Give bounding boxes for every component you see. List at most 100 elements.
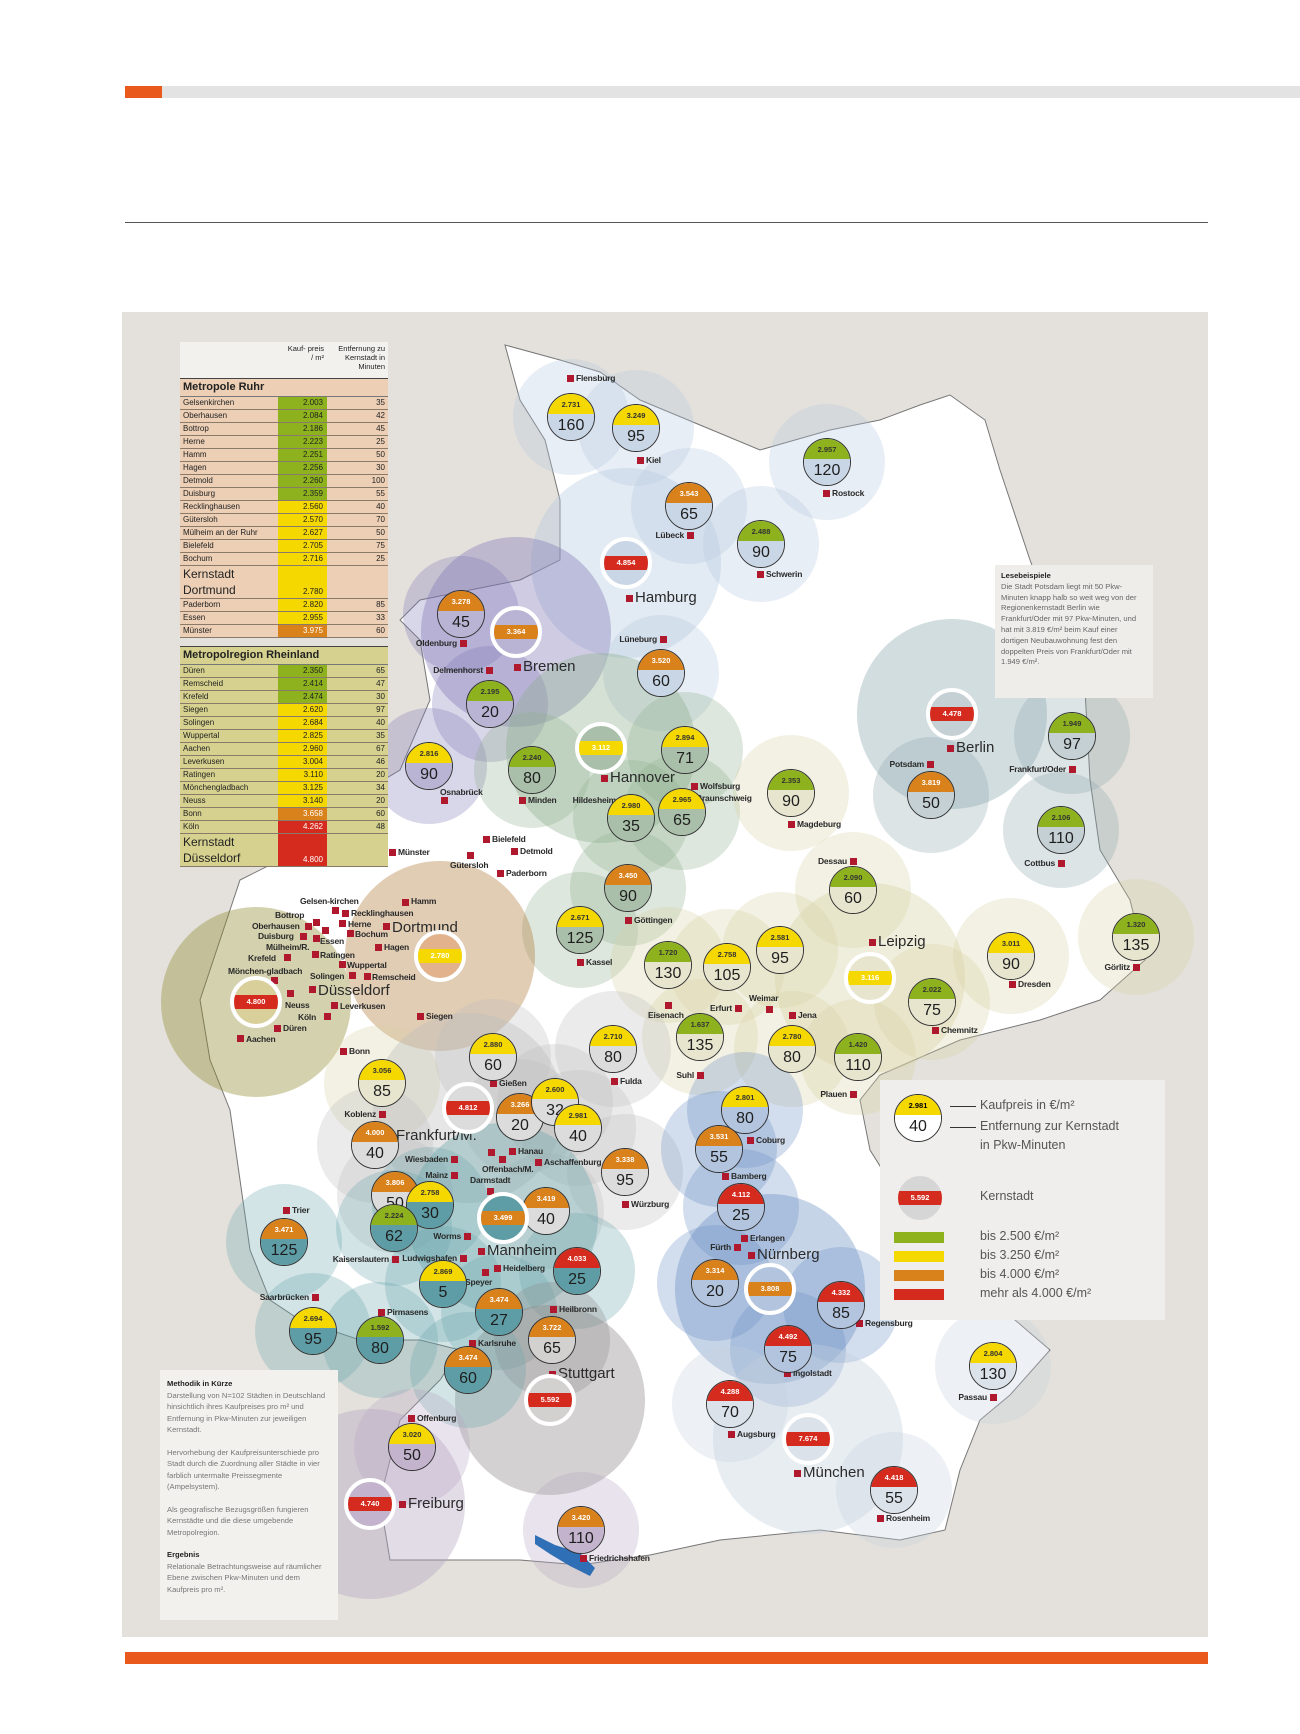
city-marker-icon — [665, 1002, 672, 1009]
core-city-bubble[interactable]: 4.854 — [600, 537, 652, 589]
city-bubble[interactable]: 2.816 90 — [405, 742, 453, 790]
bubble-minutes: 75 — [909, 999, 955, 1025]
city-bubble[interactable]: 1.592 80 — [356, 1316, 404, 1364]
city-label: Plauen — [820, 1089, 847, 1099]
table-row: Hamm 2.251 50 — [180, 449, 388, 462]
city-bubble[interactable]: 1.949 97 — [1048, 712, 1096, 760]
bubble-price: 2.880 — [470, 1034, 516, 1055]
city-bubble[interactable]: 3.520 60 — [637, 649, 685, 697]
city-bubble[interactable]: 4.288 70 — [706, 1380, 754, 1428]
city-bubble[interactable]: 2.780 80 — [768, 1025, 816, 1073]
city-bubble[interactable]: 2.224 62 — [370, 1204, 418, 1252]
bubble-minutes: 62 — [371, 1225, 417, 1251]
city-bubble[interactable]: 2.240 80 — [508, 746, 556, 794]
core-price: 7.674 — [786, 1431, 830, 1447]
city-marker-icon — [486, 667, 493, 674]
city-bubble[interactable]: 2.804 130 — [969, 1342, 1017, 1390]
row-price: 2.825 — [278, 730, 327, 742]
core-city-bubble[interactable]: 3.116 — [844, 952, 896, 1004]
city-bubble[interactable]: 3.531 55 — [695, 1125, 743, 1173]
city-bubble[interactable]: 2.022 75 — [908, 978, 956, 1026]
core-city-bubble[interactable]: 2.780 — [414, 930, 466, 982]
legend-price-label: Kaufpreis in €/m² — [980, 1098, 1075, 1112]
core-city-bubble[interactable]: 4.812 — [442, 1082, 494, 1134]
city-bubble[interactable]: 2.581 95 — [756, 926, 804, 974]
city-bubble[interactable]: 2.801 80 — [721, 1086, 769, 1134]
city-bubble[interactable]: 3.543 65 — [665, 482, 713, 530]
city-bubble[interactable]: 3.011 90 — [987, 932, 1035, 980]
city-bubble[interactable]: 1.720 130 — [644, 941, 692, 989]
city-bubble[interactable]: 3.056 85 — [358, 1059, 406, 1107]
city-bubble[interactable]: 3.314 20 — [691, 1259, 739, 1307]
city-bubble[interactable]: 3.474 27 — [475, 1288, 523, 1336]
city-bubble[interactable]: 1.320 135 — [1112, 913, 1160, 961]
bubble-price: 1.592 — [357, 1317, 403, 1338]
methodology-box: Methodik in Kürze Darstellung von N=102 … — [160, 1370, 338, 1620]
bubble-price: 2.758 — [704, 944, 750, 965]
city-bubble[interactable]: 2.353 90 — [767, 769, 815, 817]
core-city-bubble[interactable]: 3.499 — [477, 1192, 529, 1244]
bubble-price: 2.965 — [659, 789, 705, 810]
bubble-price: 2.980 — [608, 795, 654, 816]
city-bubble[interactable]: 4.332 85 — [817, 1281, 865, 1329]
core-city-bubble[interactable]: 7.674 — [782, 1413, 834, 1465]
city-bubble[interactable]: 3.450 90 — [604, 864, 652, 912]
city-marker-icon — [932, 1027, 939, 1034]
city-bubble[interactable]: 3.278 45 — [437, 590, 485, 638]
city-bubble[interactable]: 2.731 160 — [547, 393, 595, 441]
city-bubble[interactable]: 3.819 50 — [907, 771, 955, 819]
city-marker-icon — [399, 1501, 406, 1508]
core-city-bubble[interactable]: 3.808 — [744, 1263, 796, 1315]
city-bubble[interactable]: 4.112 25 — [717, 1183, 765, 1231]
city-bubble[interactable]: 3.249 95 — [612, 404, 660, 452]
city-bubble[interactable]: 2.195 20 — [466, 680, 514, 728]
city-bubble[interactable]: 4.492 75 — [764, 1325, 812, 1373]
city-marker-icon — [464, 1233, 471, 1240]
city-bubble[interactable]: 2.869 5 — [419, 1260, 467, 1308]
core-city-bubble[interactable]: 5.592 — [524, 1374, 576, 1426]
core-label: Kernstadt Dortmund — [180, 566, 278, 598]
city-bubble[interactable]: 2.758 105 — [703, 943, 751, 991]
city-bubble[interactable]: 2.981 40 — [554, 1104, 602, 1152]
bubble-price: 3.419 — [523, 1188, 569, 1209]
core-city-bubble[interactable]: 4.740 — [344, 1478, 396, 1530]
row-city: Bonn — [183, 809, 202, 818]
city-bubble[interactable]: 2.090 60 — [829, 866, 877, 914]
city-bubble[interactable]: 3.420 110 — [557, 1506, 605, 1554]
legend: 2.981 40 Kaufpreis in €/m² Entfernung zu… — [880, 1080, 1165, 1320]
city-bubble[interactable]: 2.965 65 — [658, 788, 706, 836]
city-marker-icon — [451, 1172, 458, 1179]
row-price: 2.716 — [278, 553, 327, 565]
city-bubble[interactable]: 2.671 125 — [556, 906, 604, 954]
city-bubble[interactable]: 3.471 125 — [260, 1218, 308, 1266]
core-city-bubble[interactable]: 3.364 — [490, 606, 542, 658]
row-city: Wuppertal — [183, 731, 220, 740]
city-bubble[interactable]: 2.106 110 — [1037, 806, 1085, 854]
table-header: Kauf- preis / m² Entfernung zu Kernstadt… — [180, 342, 388, 378]
city-bubble[interactable]: 1.420 110 — [834, 1033, 882, 1081]
city-bubble[interactable]: 2.980 35 — [607, 794, 655, 842]
core-city-bubble[interactable]: 4.800 — [230, 976, 282, 1028]
city-bubble[interactable]: 4.033 25 — [553, 1247, 601, 1295]
city-bubble[interactable]: 2.957 120 — [803, 438, 851, 486]
city-bubble[interactable]: 2.488 90 — [737, 520, 785, 568]
city-bubble[interactable]: 2.710 80 — [589, 1025, 637, 1073]
city-bubble[interactable]: 4.418 55 — [870, 1466, 918, 1514]
bubble-price: 2.694 — [290, 1308, 336, 1329]
city-bubble[interactable]: 3.338 95 — [601, 1148, 649, 1196]
city-bubble[interactable]: 3.722 65 — [528, 1316, 576, 1364]
bubble-price: 3.474 — [476, 1289, 522, 1310]
city-bubble[interactable]: 4.000 40 — [351, 1121, 399, 1169]
city-bubble[interactable]: 1.637 135 — [676, 1013, 724, 1061]
city-bubble[interactable]: 3.020 50 — [388, 1423, 436, 1471]
city-bubble[interactable]: 3.419 40 — [522, 1187, 570, 1235]
city-label: Delmenhorst — [433, 665, 483, 675]
city-bubble[interactable]: 2.694 95 — [289, 1307, 337, 1355]
city-bubble[interactable]: 3.474 60 — [444, 1346, 492, 1394]
core-city-bubble[interactable]: 4.478 — [926, 688, 978, 740]
city-bubble[interactable]: 2.894 71 — [661, 726, 709, 774]
core-city-bubble[interactable]: 3.112 — [575, 722, 627, 774]
city-label: Chemnitz — [941, 1025, 978, 1035]
city-bubble[interactable]: 2.880 60 — [469, 1033, 517, 1081]
bubble-price: 1.720 — [645, 942, 691, 963]
